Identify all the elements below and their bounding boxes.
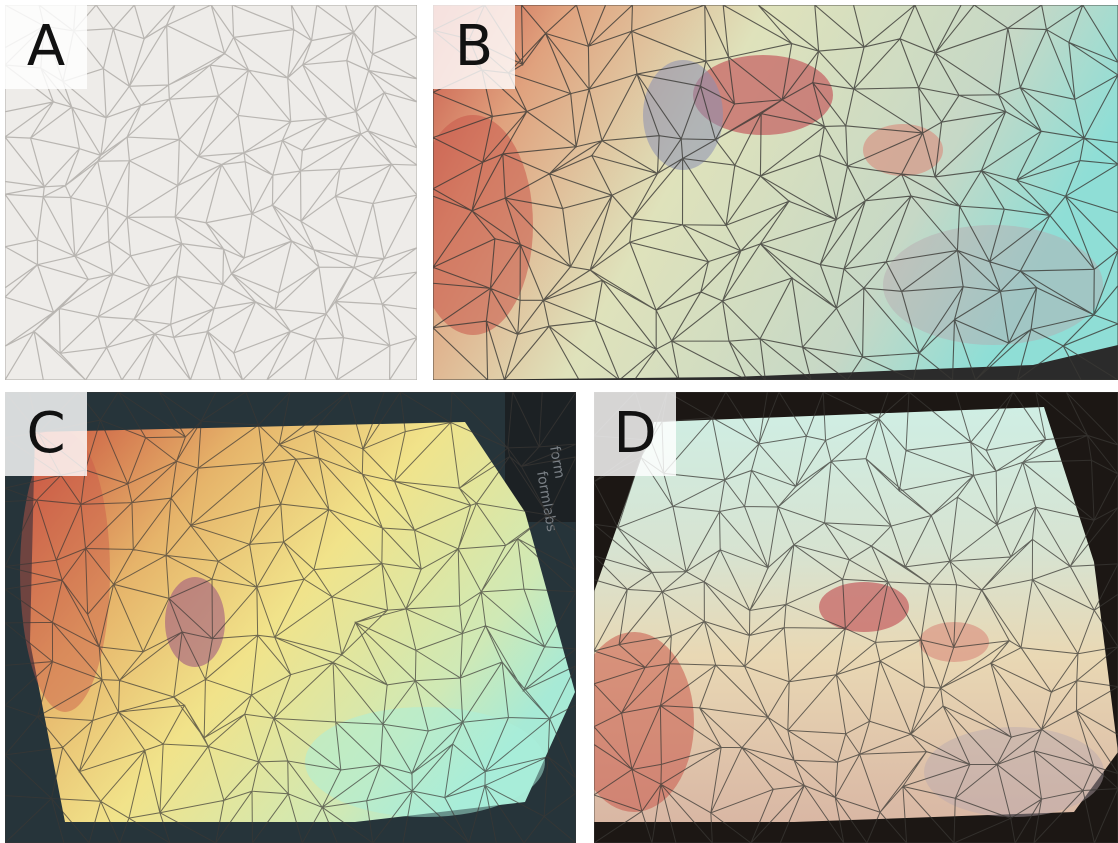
panel-label-c: C <box>5 392 87 476</box>
panel-d-image <box>594 392 1118 843</box>
panel-b-projected-terrain-photo: B <box>433 5 1118 380</box>
panel-d-projected-terrain-photo: D <box>594 392 1118 843</box>
panel-label-b: B <box>433 5 515 89</box>
panel-label-d: D <box>594 392 676 476</box>
panel-c-projected-terrain-photo: form formlabs C <box>5 392 576 843</box>
panel-b-image <box>433 5 1118 380</box>
panel-a-plain-sheet-photo: A <box>5 5 417 380</box>
panel-label-a: A <box>5 5 87 89</box>
panel-c-image: form formlabs <box>5 392 576 843</box>
